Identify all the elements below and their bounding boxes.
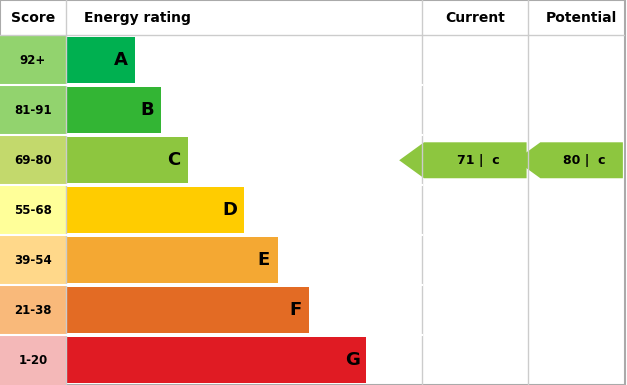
Bar <box>0 335 66 385</box>
Text: B: B <box>140 101 154 119</box>
Bar <box>0 135 66 185</box>
Text: 39-54: 39-54 <box>14 254 51 267</box>
Bar <box>66 137 187 183</box>
Bar <box>0 85 66 135</box>
Text: C: C <box>167 151 181 169</box>
Text: 21-38: 21-38 <box>14 304 51 316</box>
Bar <box>0 235 66 285</box>
Bar <box>66 237 278 283</box>
Polygon shape <box>515 142 623 178</box>
Text: F: F <box>290 301 302 319</box>
Text: 55-68: 55-68 <box>14 204 52 217</box>
Bar <box>0 285 66 335</box>
Polygon shape <box>399 142 527 178</box>
Text: E: E <box>258 251 270 269</box>
Bar <box>66 37 135 84</box>
Text: 80 |  c: 80 | c <box>564 154 606 167</box>
Text: 69-80: 69-80 <box>14 154 51 167</box>
Text: G: G <box>345 351 360 369</box>
Bar <box>0 185 66 235</box>
Text: A: A <box>114 51 128 69</box>
Text: D: D <box>223 201 238 219</box>
Bar <box>66 187 244 233</box>
Text: Score: Score <box>11 11 55 25</box>
Text: 71 |  c: 71 | c <box>457 154 500 167</box>
Text: 92+: 92+ <box>19 54 46 67</box>
Text: Potential: Potential <box>546 11 617 25</box>
Bar <box>66 337 366 383</box>
Text: 1-20: 1-20 <box>18 353 48 367</box>
Text: 81-91: 81-91 <box>14 104 51 117</box>
Bar <box>66 287 310 333</box>
Bar <box>0 35 66 85</box>
Text: Energy rating: Energy rating <box>85 11 191 25</box>
Bar <box>66 87 161 133</box>
Text: Current: Current <box>445 11 505 25</box>
